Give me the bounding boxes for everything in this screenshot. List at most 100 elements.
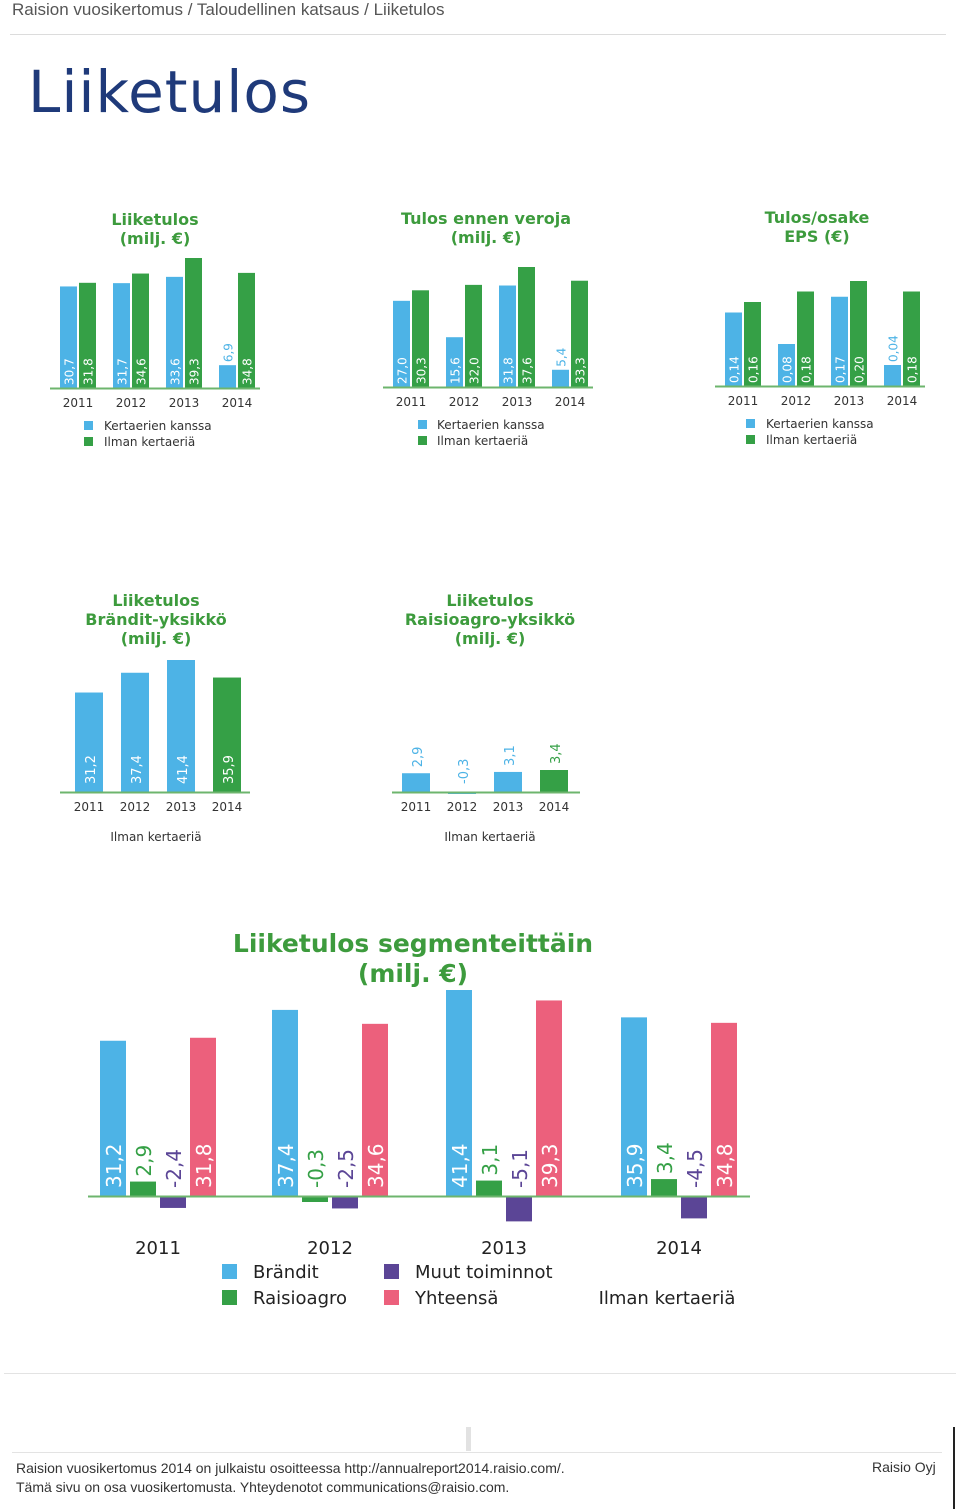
chart-note: Ilman kertaeriä — [444, 830, 535, 844]
data-label: 2,9 — [411, 747, 426, 768]
data-label: 31,7 — [116, 358, 130, 385]
data-label: 5,4 — [555, 348, 569, 367]
bar — [494, 771, 522, 792]
data-label: 41,4 — [176, 755, 191, 784]
x-tick-label: 2013 — [493, 800, 524, 814]
top-divider — [10, 34, 946, 35]
bar — [651, 1179, 677, 1196]
data-label: -0,3 — [304, 1149, 328, 1188]
x-tick-label: 2012 — [449, 395, 480, 409]
chart-title: Liiketulos segmenteittäin — [233, 929, 593, 958]
legend-label: Ilman kertaeriä — [766, 433, 857, 447]
chart-subtitle: (milj. €) — [455, 629, 526, 648]
chart-title: Tulos ennen veroja — [401, 209, 571, 228]
data-label: 34,8 — [713, 1143, 737, 1188]
legend-swatch — [746, 419, 755, 428]
x-tick-label: 2014 — [555, 395, 586, 409]
footer-divider — [12, 1452, 942, 1453]
legend-label: Raisioagro — [253, 1288, 347, 1309]
bar — [100, 1040, 126, 1196]
legend-swatch — [418, 420, 427, 429]
bar — [476, 1180, 502, 1196]
chart-title: Liiketulos — [112, 591, 199, 610]
data-label: 35,9 — [222, 755, 237, 784]
footer-contact-note: Tämä sivu on osa vuosikertomusta. Yhteyd… — [16, 1479, 510, 1495]
x-tick-label: 2011 — [135, 1238, 181, 1259]
data-label: 31,8 — [192, 1143, 216, 1188]
chart-title: Liiketulos — [446, 591, 533, 610]
bar — [506, 1196, 532, 1222]
bar — [778, 344, 795, 386]
x-tick-label: 2011 — [396, 395, 427, 409]
x-tick-label: 2014 — [222, 396, 253, 410]
data-label: 41,4 — [448, 1143, 472, 1188]
bar — [499, 285, 516, 387]
bar — [412, 290, 429, 387]
data-label: 0,16 — [747, 356, 761, 383]
data-label: 0,20 — [853, 356, 867, 383]
chart-subtitle: (milj. €) — [120, 229, 191, 248]
bar — [113, 283, 130, 388]
data-label: 30,7 — [63, 358, 77, 385]
data-label: 37,4 — [130, 755, 145, 784]
footer-edge-line — [953, 1427, 955, 1509]
chart-tulos-ennen-veroja: Tulos ennen veroja(milj. €) 27,0 30,3 2011 1… — [383, 209, 593, 448]
bar — [536, 1000, 562, 1196]
legend-label: Muut toiminnot — [415, 1262, 553, 1283]
data-label: 30,3 — [415, 357, 429, 384]
bar — [213, 677, 241, 792]
bar — [167, 660, 195, 792]
bar — [332, 1196, 358, 1209]
bar — [190, 1037, 216, 1196]
bar — [797, 291, 814, 386]
bar — [130, 1181, 156, 1196]
x-tick-label: 2012 — [447, 800, 478, 814]
footer-company-name: Raisio Oyj — [872, 1459, 936, 1475]
bar — [446, 337, 463, 387]
data-label: 39,3 — [188, 358, 202, 385]
bar — [238, 272, 255, 388]
bar — [831, 296, 848, 386]
chart-title-unit: Raisioagro-yksikkö — [405, 610, 575, 629]
data-label: 39,3 — [538, 1143, 562, 1188]
legend-label: Ilman kertaeriä — [104, 435, 195, 449]
data-label: 0,18 — [906, 356, 920, 383]
chart-note: Ilman kertaeriä — [110, 830, 201, 844]
data-label: 0,08 — [781, 356, 795, 383]
chart-title-unit: Brändit-yksikkö — [85, 610, 226, 629]
bar — [302, 1196, 328, 1202]
data-label: 3,1 — [478, 1144, 502, 1176]
x-tick-label: 2011 — [63, 396, 94, 410]
chart-liiketulos-segmenteittain: Liiketulos segmenteittäin(milj. €) 31,2 2,… — [88, 929, 750, 1309]
x-tick-label: 2013 — [502, 395, 533, 409]
x-tick-label: 2014 — [656, 1238, 702, 1259]
legend-label: Yhteensä — [414, 1288, 498, 1309]
data-label: -2,5 — [334, 1149, 358, 1188]
breadcrumb: Raision vuosikertomus / Taloudellinen ka… — [12, 0, 445, 19]
chart-subtitle: (milj. €) — [121, 629, 192, 648]
legend-swatch — [222, 1264, 237, 1279]
data-label: 31,8 — [502, 357, 516, 384]
x-tick-label: 2012 — [116, 396, 147, 410]
bar — [540, 770, 568, 792]
data-label: 3,4 — [549, 743, 564, 764]
data-label: 31,8 — [82, 358, 96, 385]
data-label: 34,6 — [135, 358, 149, 385]
bar — [711, 1022, 737, 1196]
legend-label: Kertaerien kanssa — [766, 417, 874, 431]
bar — [75, 692, 103, 792]
legend-swatch — [384, 1290, 399, 1305]
bar — [465, 284, 482, 387]
chart-subtitle: (milj. €) — [358, 959, 468, 988]
data-label: 3,4 — [653, 1142, 677, 1174]
chart-title: Tulos/osake — [765, 208, 870, 227]
x-tick-label: 2013 — [481, 1238, 527, 1259]
data-label: 6,9 — [222, 343, 236, 362]
data-label: 35,9 — [623, 1143, 647, 1188]
bar — [132, 273, 149, 388]
bar — [60, 286, 77, 388]
data-label: 3,1 — [503, 745, 518, 766]
data-label: 32,0 — [468, 357, 482, 384]
legend-swatch — [384, 1264, 399, 1279]
